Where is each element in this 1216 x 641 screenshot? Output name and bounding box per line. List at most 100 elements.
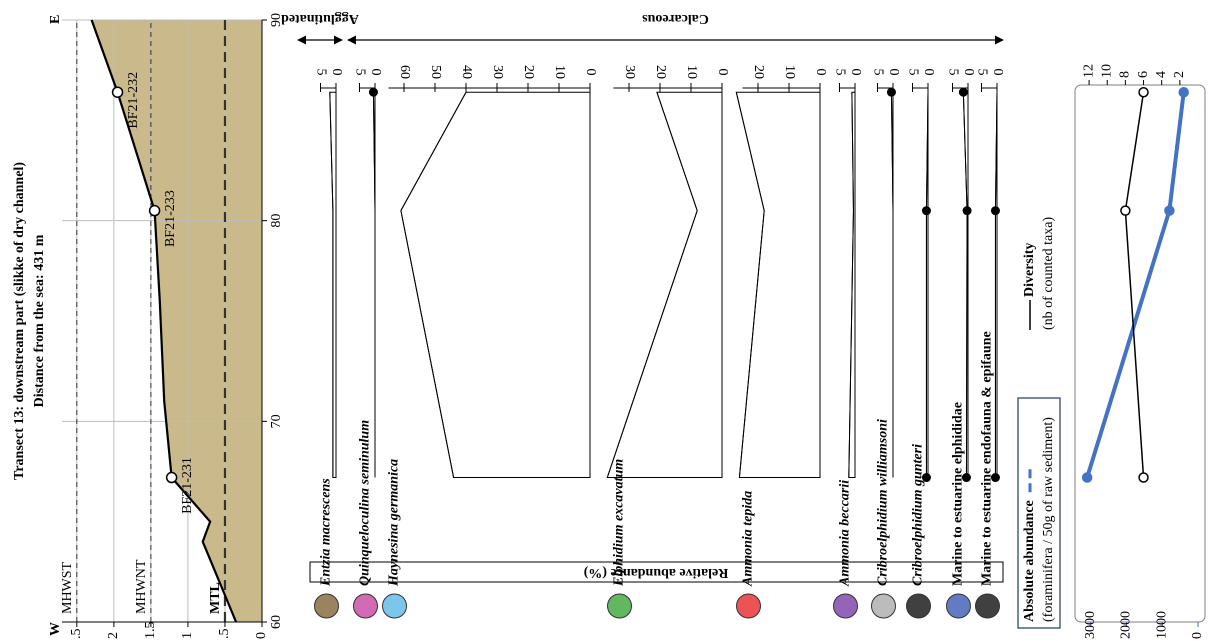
- sample-point: [111, 86, 124, 98]
- panel-tick-label: 0: [886, 69, 901, 76]
- y-tick-label: 1: [180, 632, 195, 639]
- presence-dot: [962, 206, 972, 216]
- panel-tick-label: 10: [552, 65, 567, 79]
- legend-label: Diversity: [1022, 243, 1037, 297]
- y-tick-label: 1000: [1154, 611, 1169, 639]
- group-label: Calcareous: [642, 11, 709, 26]
- series-label: Marine to estuarine elphididae: [951, 402, 966, 586]
- abundance-line: [848, 92, 854, 478]
- abundance-line: [400, 91, 467, 478]
- panel-tick-label: 5: [832, 69, 847, 76]
- x-tick-label: 70: [269, 414, 284, 428]
- y2-tick-label: 2: [1172, 71, 1187, 78]
- y-tick-label: 3000: [1083, 611, 1098, 639]
- y-tick-label: 2000: [1119, 611, 1134, 639]
- axis-title-box: [309, 561, 1004, 583]
- taxon-icon: [736, 593, 761, 619]
- series-label: Entzia macrescens: [319, 478, 334, 587]
- panel-area: [400, 91, 591, 479]
- chart-subtitle: Distance from the sea: 431 m: [32, 234, 47, 407]
- sample-label: BF21-231: [180, 457, 195, 514]
- taxon-icon: [975, 593, 1000, 619]
- series-point: [1081, 472, 1093, 483]
- x-tick-label: 80: [269, 214, 284, 228]
- abundance-line: [329, 92, 334, 478]
- panel-tick-label: 5: [945, 69, 960, 76]
- taxon-icon: [353, 593, 378, 619]
- presence-dot: [921, 206, 931, 216]
- reference-label: MTL: [208, 582, 223, 614]
- y-tick-label: .5: [217, 629, 232, 640]
- abundance-line: [890, 92, 894, 478]
- panel-area: [606, 91, 723, 479]
- y2-tick-label: 8: [1118, 71, 1133, 78]
- sample-point: [148, 204, 161, 217]
- series-label: Ammonia tepida: [741, 491, 756, 587]
- y2-tick-label: 12: [1081, 64, 1096, 78]
- panel-tick-label: 60: [397, 65, 412, 79]
- series-point: [1120, 205, 1131, 216]
- panel-tick-label: 30: [622, 65, 637, 79]
- panel-tick-label: 20: [653, 65, 668, 79]
- y2-tick-label: 4: [1154, 71, 1169, 78]
- panel-tick-label: 40: [459, 65, 474, 79]
- panel-tick-label: 0: [715, 69, 730, 76]
- sample-label: BF21-233: [163, 190, 178, 247]
- panel-tick-label: 20: [751, 65, 766, 79]
- series-label: Elphidium excavatum: [612, 459, 627, 587]
- presence-dot: [921, 473, 931, 483]
- sample-label: BF21-232: [126, 72, 141, 129]
- x-tick-label: 60: [269, 615, 284, 629]
- taxon-icon: [833, 593, 858, 619]
- group-label: Agglutinated: [281, 11, 359, 26]
- y-tick-label: 2: [106, 632, 121, 639]
- panel-tick-label: 0: [961, 69, 976, 76]
- series-label: Cribroelphidium gunteri: [911, 444, 926, 586]
- series-label: Cribroelphidium williamsoni: [876, 419, 891, 586]
- panel-tick-label: 0: [583, 69, 598, 76]
- panel-tick-label: 5: [352, 69, 367, 76]
- sample-point: [165, 471, 178, 484]
- y2-tick-label: 6: [1136, 71, 1151, 78]
- taxon-icon: [946, 593, 971, 619]
- legend-box: [1017, 397, 1061, 629]
- series-line: [1124, 92, 1145, 478]
- taxon-icon: [382, 593, 407, 619]
- taxon-icon: [607, 593, 632, 619]
- presence-dot: [886, 87, 896, 97]
- abundance-line: [606, 92, 698, 478]
- taxon-icon: [871, 593, 896, 619]
- x-tick-label: 90: [269, 13, 284, 27]
- east-label: E: [48, 15, 63, 24]
- series-label: Quinqueloculina seminulum: [358, 420, 373, 586]
- panel-tick-label: 0: [990, 69, 1005, 76]
- panel-tick-label: 10: [684, 65, 699, 79]
- series-point: [1138, 472, 1149, 483]
- series-label: Haynesina germanica: [387, 459, 402, 587]
- reference-label: MHWST: [60, 561, 75, 614]
- panel-tick-label: 0: [368, 69, 383, 76]
- y-tick-label: 0: [1190, 632, 1205, 639]
- panel-tick-label: 5: [905, 69, 920, 76]
- panel-tick-label: 0: [813, 69, 828, 76]
- presence-dot: [961, 473, 971, 483]
- chart-title: Transect 13: downstream part (slikke of …: [12, 162, 27, 480]
- y2-tick-label: 10: [1099, 64, 1114, 78]
- presence-dot: [368, 87, 378, 97]
- taxon-icon: [906, 593, 931, 619]
- y-tick-label: 1.5: [143, 622, 158, 640]
- series-label: Marine to estuarine endofauna & epifaune: [980, 331, 995, 586]
- panel-tick-label: 10: [782, 65, 797, 79]
- presence-dot: [990, 473, 1000, 483]
- series-label: Ammonia beccarii: [838, 480, 853, 587]
- taxon-icon: [314, 593, 339, 619]
- west-label: W: [48, 622, 63, 636]
- abundance-line: [372, 92, 376, 478]
- legend-note: (nb of counted taxa): [1041, 217, 1056, 330]
- panel-tick-label: 5: [313, 69, 328, 76]
- series-point: [1164, 205, 1175, 216]
- y-tick-label: .5: [69, 629, 84, 640]
- abundance-line: [735, 92, 765, 478]
